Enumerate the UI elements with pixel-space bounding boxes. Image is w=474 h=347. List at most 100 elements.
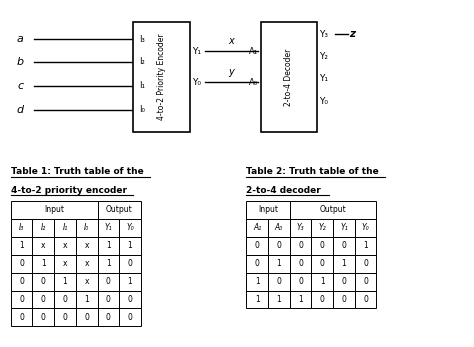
Text: 0: 0 [363, 259, 368, 268]
Bar [333, 219, 355, 237]
Text: x: x [84, 277, 89, 286]
Text: 2-to-4 decoder: 2-to-4 decoder [246, 186, 321, 195]
Bar [246, 255, 268, 273]
Text: I₁: I₁ [139, 81, 145, 90]
Bar [33, 290, 54, 308]
Text: 0: 0 [128, 259, 132, 268]
Text: 0: 0 [84, 313, 89, 322]
Text: 0: 0 [19, 259, 24, 268]
Text: 0: 0 [128, 313, 132, 322]
Bar [311, 290, 333, 308]
Bar [33, 219, 54, 237]
Bar [54, 219, 76, 237]
Bar [133, 22, 190, 132]
Text: 0: 0 [255, 259, 260, 268]
Text: a: a [17, 34, 24, 44]
Text: 1: 1 [320, 277, 325, 286]
Bar [268, 255, 290, 273]
Bar [11, 273, 33, 290]
Bar [76, 255, 98, 273]
Bar [11, 290, 33, 308]
Bar [98, 201, 141, 219]
Bar [54, 308, 76, 326]
Bar [11, 255, 33, 273]
Text: 2-to-4 Decoder: 2-to-4 Decoder [284, 49, 293, 106]
Text: I₁: I₁ [63, 223, 68, 232]
Text: 0: 0 [128, 295, 132, 304]
Bar [119, 219, 141, 237]
Text: 0: 0 [298, 277, 303, 286]
Text: Y₃: Y₃ [297, 223, 304, 232]
Text: Y₀: Y₀ [319, 97, 328, 106]
Bar [98, 255, 119, 273]
Text: Y₀: Y₀ [126, 223, 134, 232]
Bar [246, 201, 290, 219]
Text: b: b [17, 57, 24, 67]
Bar [98, 219, 119, 237]
Text: 0: 0 [63, 313, 67, 322]
Bar [119, 237, 141, 255]
Bar [33, 308, 54, 326]
Bar [76, 273, 98, 290]
Bar [333, 255, 355, 273]
Text: 0: 0 [342, 277, 346, 286]
Bar [33, 237, 54, 255]
Text: 1: 1 [41, 259, 46, 268]
Bar [333, 273, 355, 290]
Text: 1: 1 [363, 241, 368, 250]
Bar [11, 308, 33, 326]
Bar [311, 219, 333, 237]
Bar [54, 237, 76, 255]
Text: Y₂: Y₂ [319, 223, 326, 232]
Text: I₀: I₀ [84, 223, 89, 232]
Bar [76, 290, 98, 308]
Text: Y₀: Y₀ [192, 78, 201, 87]
Text: 1: 1 [63, 277, 67, 286]
Text: A₁: A₁ [249, 47, 258, 56]
Text: A₁: A₁ [253, 223, 261, 232]
Text: I₃: I₃ [139, 35, 145, 44]
Bar [33, 273, 54, 290]
Text: Input: Input [44, 205, 64, 214]
Text: Y₁: Y₁ [319, 74, 328, 83]
Text: z: z [349, 29, 355, 39]
Bar [355, 273, 376, 290]
Text: 0: 0 [363, 295, 368, 304]
Text: 1: 1 [276, 295, 281, 304]
Bar [290, 237, 311, 255]
Bar [311, 255, 333, 273]
Text: Y₁: Y₁ [105, 223, 112, 232]
Text: 1: 1 [255, 277, 260, 286]
Bar [355, 255, 376, 273]
Bar [54, 273, 76, 290]
Bar [268, 219, 290, 237]
Text: 1: 1 [106, 259, 111, 268]
Text: 0: 0 [298, 241, 303, 250]
Bar [11, 201, 98, 219]
Bar [119, 255, 141, 273]
Bar [119, 308, 141, 326]
Bar [290, 273, 311, 290]
Text: 1: 1 [298, 295, 303, 304]
Bar [98, 273, 119, 290]
Bar [98, 308, 119, 326]
Text: 1: 1 [255, 295, 260, 304]
Bar [311, 273, 333, 290]
Bar [290, 290, 311, 308]
Bar [246, 237, 268, 255]
Bar [355, 290, 376, 308]
Text: x: x [63, 259, 67, 268]
Text: Y₁: Y₁ [340, 223, 348, 232]
Bar [246, 290, 268, 308]
Text: 0: 0 [276, 241, 282, 250]
Bar [54, 255, 76, 273]
Bar [290, 201, 376, 219]
Text: 1: 1 [128, 241, 132, 250]
Text: 4-to-2 Priority Encoder: 4-to-2 Priority Encoder [157, 34, 166, 120]
Text: 0: 0 [19, 295, 24, 304]
Bar [76, 237, 98, 255]
Text: 0: 0 [106, 277, 111, 286]
Text: 0: 0 [320, 259, 325, 268]
Text: 0: 0 [19, 313, 24, 322]
Bar [98, 237, 119, 255]
